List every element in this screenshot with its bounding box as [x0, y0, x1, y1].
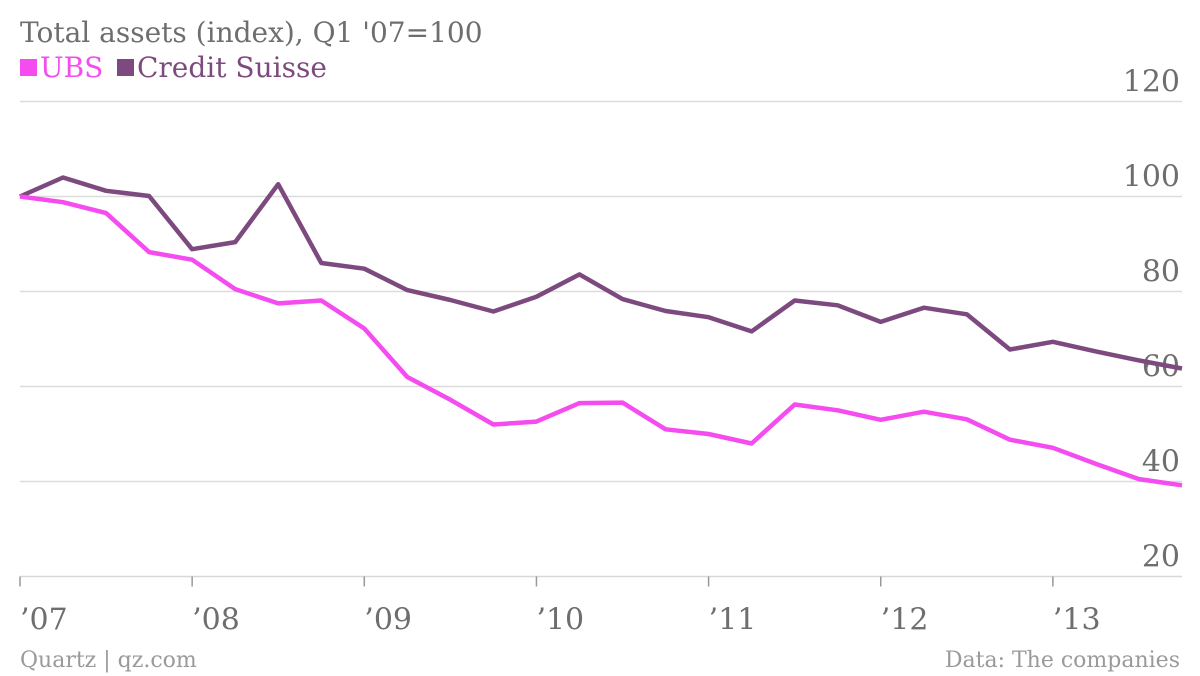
- chart-title: Total assets (index), Q1 '07=100: [20, 16, 483, 49]
- series-line-ubs: [19, 194, 1183, 488]
- data-source: Data: The companies: [945, 648, 1180, 673]
- x-tick-label: ’10: [536, 603, 584, 638]
- source-credit: Quartz | qz.com: [20, 648, 197, 673]
- series-lines: [19, 175, 1183, 488]
- x-tick-label: ’09: [364, 603, 412, 638]
- legend-swatch-credit-suisse: [117, 59, 134, 76]
- y-tick-label-120: 120: [1123, 65, 1180, 100]
- legend-swatch-ubs: [20, 59, 37, 76]
- x-tick-label: ’08: [192, 603, 240, 638]
- x-tick-label: ’13: [1053, 603, 1101, 638]
- series-line-credit-suisse: [19, 175, 1183, 371]
- y-tick-label-80: 80: [1142, 255, 1180, 290]
- x-tick-label: ’11: [709, 603, 757, 638]
- y-tick-label-40: 40: [1142, 445, 1180, 480]
- x-tick-label: ’12: [881, 603, 929, 638]
- x-tick-label: ’07: [20, 603, 68, 638]
- x-axis: ’07 ’08 ’09 ’10 ’11 ’12 ’13: [19, 576, 1101, 638]
- legend-label-ubs: UBS: [40, 51, 103, 84]
- gridlines: [20, 100, 1182, 578]
- legend-label-credit-suisse: Credit Suisse: [137, 51, 327, 84]
- y-tick-label-100: 100: [1123, 160, 1180, 195]
- y-tick-label-20: 20: [1142, 540, 1180, 575]
- legend: UBS Credit Suisse: [20, 51, 327, 84]
